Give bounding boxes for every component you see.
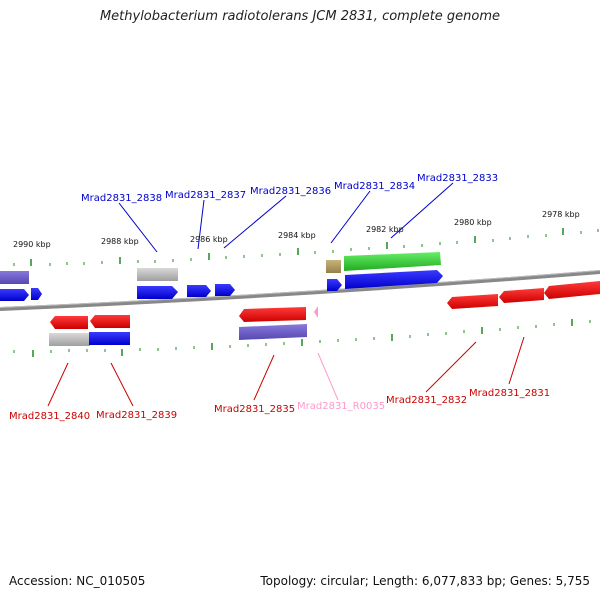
gene-arrow-forward[interactable] [0,289,29,301]
genome-backbone [0,270,600,311]
scale-label: 2988 kbp [101,237,139,246]
scale-label: 2978 kbp [542,210,580,219]
gene-arrow-forward[interactable] [215,284,235,296]
gene-label[interactable]: Mrad2831_2838 [81,193,162,204]
scale-label: 2986 kbp [190,235,228,244]
scale-label: 2984 kbp [278,231,316,240]
gene-arrow-reverse[interactable] [239,307,306,322]
gene-arrow-reverse[interactable] [50,316,88,329]
gene-arrow-forward[interactable] [31,288,42,300]
genome-title: Methylobacterium radiotolerans JCM 2831,… [99,9,501,24]
gene-arrow-forward[interactable] [345,270,443,289]
gene-label[interactable]: Mrad2831_2835 [214,404,295,415]
gene-label[interactable]: Mrad2831_2836 [250,186,331,197]
scale-label: 2990 kbp [13,240,51,249]
gene-label[interactable]: Mrad2831_2839 [96,410,177,421]
gene-label[interactable]: Mrad2831_2832 [386,395,467,406]
rna-leader [317,352,339,401]
reverse-strand-features [49,281,600,346]
scale-label: 2982 kbp [366,225,404,234]
gene-box-forward[interactable] [89,332,130,345]
gene-label[interactable]: Mrad2831_2837 [165,190,246,201]
gene-label[interactable]: Mrad2831_2831 [469,388,550,399]
tan-feature[interactable] [326,260,341,273]
gene-arrow-reverse[interactable] [90,315,130,328]
gene-arrow-reverse[interactable] [544,281,600,299]
grey-feature[interactable] [49,333,90,346]
gene-arrow-reverse[interactable] [447,294,498,309]
bottom-tick-row [13,319,591,357]
rna-marker[interactable] [314,306,318,318]
gene-arrow-forward[interactable] [137,286,178,299]
gene-arrow-forward[interactable] [327,279,342,291]
gene-arrow-forward[interactable] [187,285,211,297]
forward-strand-features [0,252,443,301]
top-label-leaders [118,182,454,253]
gene-label[interactable]: Mrad2831_2834 [334,181,415,192]
rna-label[interactable]: Mrad2831_R0035 [297,401,385,412]
green-feature[interactable] [344,252,441,271]
accession-label: Accession: NC_010505 [9,574,146,588]
top-tick-row [13,228,599,266]
gene-label[interactable]: Mrad2831_2840 [9,411,90,422]
genome-info: Topology: circular; Length: 6,077,833 bp… [260,574,590,588]
gene-arrow-reverse[interactable] [499,288,544,303]
bottom-label-leaders [47,336,525,407]
scale-label: 2980 kbp [454,218,492,227]
grey-feature[interactable] [137,268,178,281]
purple-feature[interactable] [0,271,29,284]
purple-feature[interactable] [239,324,307,340]
gene-label[interactable]: Mrad2831_2833 [417,173,498,184]
